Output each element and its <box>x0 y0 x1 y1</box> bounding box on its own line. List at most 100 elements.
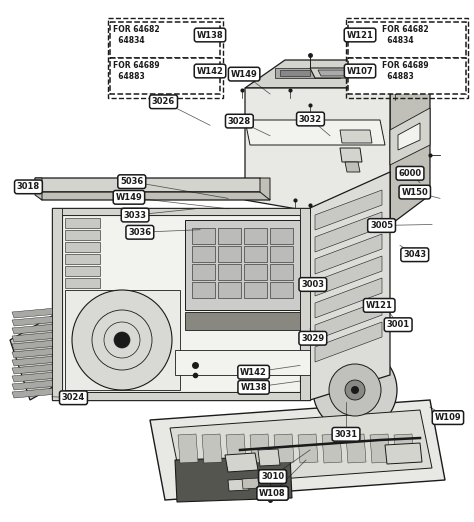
Polygon shape <box>12 314 80 326</box>
FancyBboxPatch shape <box>348 22 466 58</box>
Circle shape <box>313 348 397 432</box>
Text: 5036: 5036 <box>120 177 144 186</box>
Text: 3003: 3003 <box>301 280 324 289</box>
Text: W138: W138 <box>240 383 267 392</box>
Polygon shape <box>225 453 258 472</box>
FancyBboxPatch shape <box>110 58 220 94</box>
Polygon shape <box>175 350 310 375</box>
Polygon shape <box>260 178 270 200</box>
Polygon shape <box>318 70 363 76</box>
Polygon shape <box>62 215 300 392</box>
Polygon shape <box>65 230 100 240</box>
Polygon shape <box>192 228 215 244</box>
Text: W149: W149 <box>116 193 142 202</box>
Polygon shape <box>315 212 382 252</box>
Text: FOR 64682
  64834: FOR 64682 64834 <box>113 25 160 45</box>
Text: 6000: 6000 <box>399 169 421 178</box>
Text: W142: W142 <box>197 66 223 76</box>
Polygon shape <box>35 178 42 200</box>
Polygon shape <box>245 60 430 88</box>
Text: W138: W138 <box>197 30 223 40</box>
Polygon shape <box>35 178 265 192</box>
Text: W142: W142 <box>240 367 267 377</box>
Polygon shape <box>398 123 420 150</box>
Polygon shape <box>385 443 422 464</box>
Circle shape <box>345 380 365 400</box>
Polygon shape <box>150 400 445 500</box>
Polygon shape <box>315 300 382 340</box>
Text: W121: W121 <box>366 301 392 310</box>
Polygon shape <box>298 434 318 463</box>
Polygon shape <box>315 278 382 318</box>
Polygon shape <box>340 148 362 162</box>
Text: 3032: 3032 <box>299 114 322 124</box>
Polygon shape <box>390 60 430 225</box>
Polygon shape <box>315 234 382 274</box>
Text: W109: W109 <box>435 413 461 422</box>
Polygon shape <box>192 282 215 298</box>
Text: 3010: 3010 <box>261 472 284 481</box>
Text: W150: W150 <box>401 187 428 197</box>
Polygon shape <box>12 386 80 398</box>
Polygon shape <box>65 254 100 264</box>
Polygon shape <box>346 434 366 463</box>
Polygon shape <box>242 478 259 489</box>
Polygon shape <box>178 434 198 463</box>
Polygon shape <box>175 456 292 502</box>
Polygon shape <box>270 228 293 244</box>
Text: W149: W149 <box>231 69 257 79</box>
Polygon shape <box>244 282 267 298</box>
Polygon shape <box>218 264 241 280</box>
Polygon shape <box>218 228 241 244</box>
Polygon shape <box>218 246 241 262</box>
Polygon shape <box>12 378 80 390</box>
Text: W107: W107 <box>346 66 374 76</box>
Polygon shape <box>300 208 310 400</box>
Text: 3001: 3001 <box>387 320 410 329</box>
Polygon shape <box>226 434 246 463</box>
Polygon shape <box>310 172 390 400</box>
Polygon shape <box>315 322 382 362</box>
Polygon shape <box>244 228 267 244</box>
Polygon shape <box>345 162 360 172</box>
Text: W108: W108 <box>259 489 286 498</box>
Polygon shape <box>52 392 310 400</box>
Polygon shape <box>310 68 375 78</box>
Polygon shape <box>322 434 342 463</box>
Polygon shape <box>315 190 382 230</box>
Polygon shape <box>65 218 100 228</box>
Text: 3028: 3028 <box>228 116 251 126</box>
Polygon shape <box>280 70 310 76</box>
Polygon shape <box>270 264 293 280</box>
Polygon shape <box>202 434 222 463</box>
Circle shape <box>351 386 359 394</box>
Text: 3026: 3026 <box>152 97 175 106</box>
Polygon shape <box>12 306 80 318</box>
FancyBboxPatch shape <box>110 22 220 58</box>
Text: 3036: 3036 <box>128 228 151 237</box>
Polygon shape <box>52 208 62 400</box>
Circle shape <box>72 290 172 390</box>
Polygon shape <box>274 434 294 463</box>
Polygon shape <box>12 330 80 342</box>
Polygon shape <box>390 108 430 165</box>
Polygon shape <box>250 434 270 463</box>
Text: 3031: 3031 <box>335 430 357 439</box>
Circle shape <box>329 364 381 416</box>
Polygon shape <box>65 290 180 390</box>
Polygon shape <box>12 346 80 358</box>
Polygon shape <box>370 434 390 463</box>
Polygon shape <box>12 322 80 334</box>
Text: 3024: 3024 <box>62 393 85 402</box>
Polygon shape <box>245 120 385 145</box>
Text: 3043: 3043 <box>403 250 426 259</box>
Polygon shape <box>12 370 80 382</box>
Polygon shape <box>340 130 372 143</box>
Polygon shape <box>245 88 390 225</box>
Polygon shape <box>12 338 80 350</box>
Text: 3010: 3010 <box>261 472 284 481</box>
Text: 3033: 3033 <box>124 210 146 220</box>
FancyBboxPatch shape <box>348 58 466 94</box>
Polygon shape <box>258 449 280 466</box>
Text: FOR 64689
  64883: FOR 64689 64883 <box>382 61 428 81</box>
